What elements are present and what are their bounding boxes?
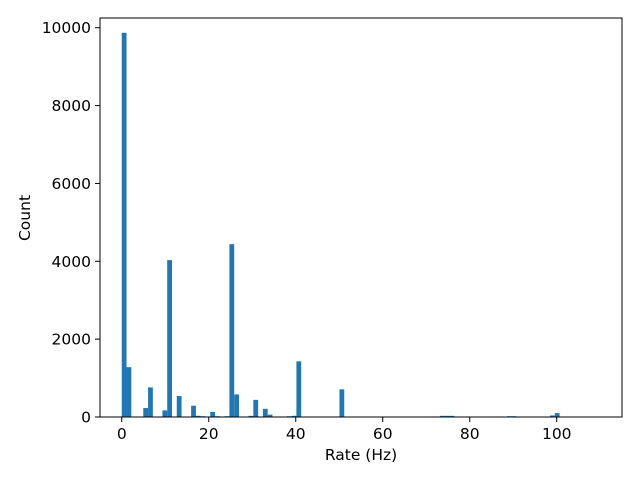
histogram-bar	[229, 244, 235, 417]
y-tick-label: 4000	[52, 253, 91, 271]
histogram-bar	[121, 32, 127, 417]
x-tick-label: 20	[199, 425, 219, 443]
histogram-bar	[267, 414, 273, 417]
histogram-bar	[148, 387, 153, 417]
histogram-bar	[143, 408, 149, 417]
histogram-bar	[167, 260, 172, 417]
x-tick-label: 100	[542, 425, 572, 443]
y-axis-label: Count	[16, 195, 34, 241]
histogram-bar	[176, 395, 182, 417]
x-tick-label: 80	[460, 425, 480, 443]
histogram-bar	[296, 361, 302, 417]
histogram-bar	[162, 410, 168, 417]
histogram-bar	[291, 415, 297, 417]
x-axis-ticks: 0 20 40 60 80 100	[117, 417, 572, 443]
histogram-bar	[248, 415, 254, 417]
y-tick-label: 2000	[52, 331, 91, 349]
histogram-bar	[191, 405, 196, 417]
histogram-bar	[195, 415, 201, 417]
histogram-bar	[210, 411, 216, 417]
histogram-bar	[339, 389, 345, 417]
bars-group	[121, 32, 560, 417]
histogram-bar	[234, 394, 239, 417]
histogram-bar	[449, 415, 455, 417]
histogram-bar	[439, 415, 445, 417]
y-axis-ticks: 0 2000 4000 6000 8000 10000	[42, 19, 100, 427]
histogram-bar	[444, 415, 450, 417]
histogram-bar	[554, 413, 560, 417]
x-tick-label: 0	[117, 425, 127, 443]
y-tick-label: 0	[81, 409, 91, 427]
x-axis-label: Rate (Hz)	[325, 446, 397, 464]
histogram-bar	[262, 408, 268, 417]
x-tick-label: 40	[286, 425, 306, 443]
plot-frame	[99, 17, 623, 418]
y-tick-label: 8000	[52, 97, 91, 115]
histogram-bar	[550, 415, 555, 417]
histogram-bar	[126, 367, 132, 417]
y-tick-label: 6000	[52, 175, 91, 193]
y-tick-label: 10000	[42, 19, 91, 37]
histogram-bar	[253, 399, 259, 417]
x-tick-label: 60	[373, 425, 393, 443]
